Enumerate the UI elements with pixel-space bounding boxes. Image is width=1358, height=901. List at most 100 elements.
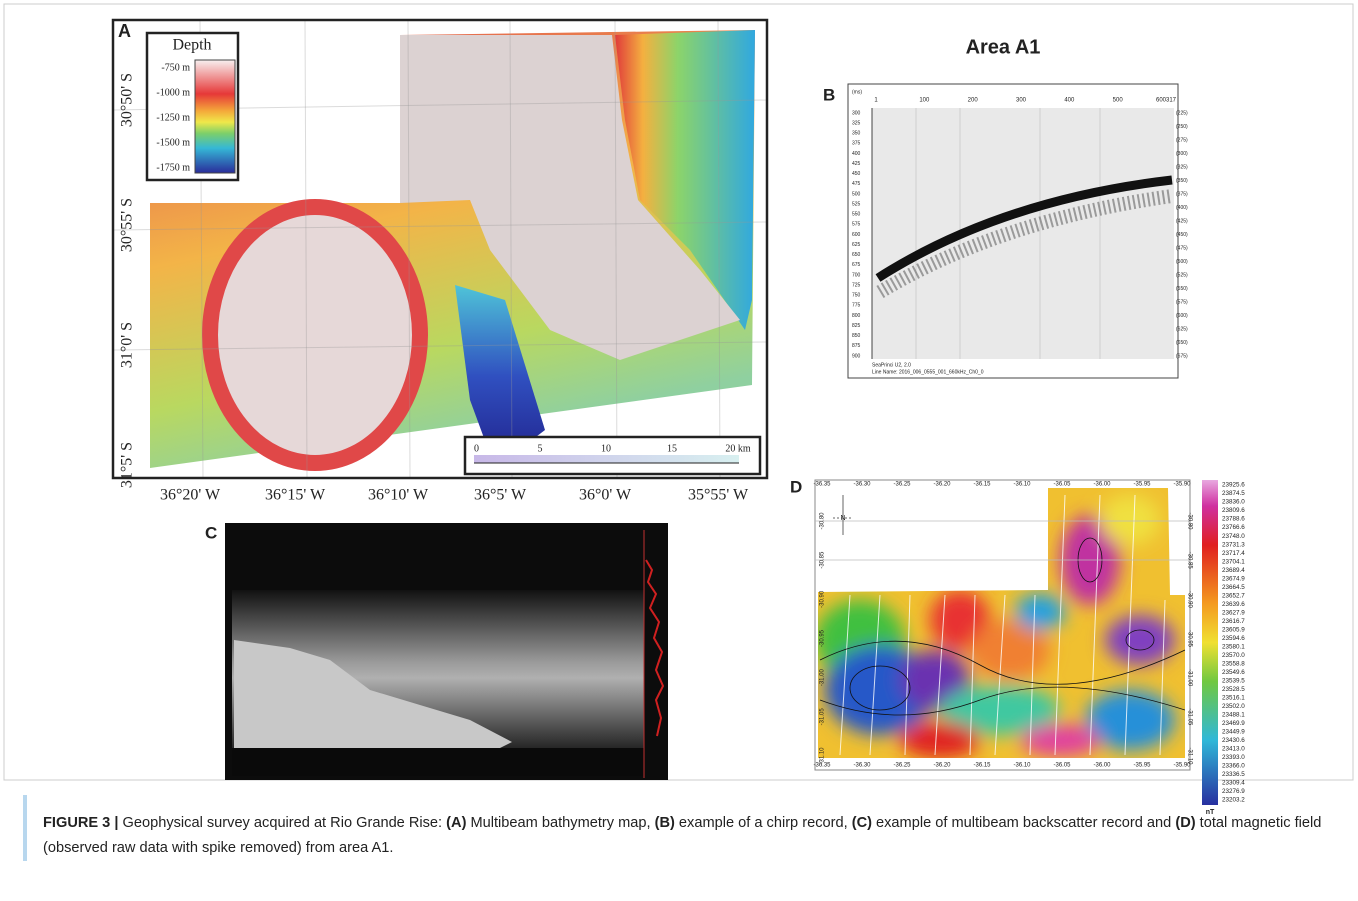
- colorbar-label: 23276.9: [1222, 788, 1245, 795]
- colorbar-label: 23664.5: [1222, 584, 1245, 591]
- legend-label: -1250 m: [156, 112, 190, 123]
- colorbar-label: 23449.9: [1222, 729, 1245, 736]
- left-tick-label: 325: [852, 120, 861, 126]
- caption-text: (D): [1175, 815, 1196, 831]
- footer-text: SeaPrinci U2, 2.0: [872, 362, 911, 368]
- x-tick-label: -35.90: [1173, 763, 1191, 769]
- x-tick-label: -35.90: [1173, 482, 1191, 488]
- x-tick-label: -35.95: [1133, 763, 1151, 769]
- colorbar-label: 23516.1: [1222, 695, 1245, 702]
- caption-bar: [23, 795, 27, 861]
- backscatter-record: [225, 523, 668, 780]
- right-tick-label: (400): [1176, 205, 1188, 211]
- right-tick-label: (575): [1176, 299, 1188, 305]
- x-tick-label: -36.00: [1093, 763, 1111, 769]
- caption-text: Geophysical survey acquired at Rio Grand…: [118, 815, 447, 831]
- colorbar-label: 23528.5: [1222, 686, 1245, 693]
- colorbar-label: 23366.0: [1222, 763, 1245, 770]
- left-tick-label: 625: [852, 242, 861, 248]
- scale-label: 20 km: [725, 443, 751, 454]
- longitude-label: 36°5' W: [474, 487, 527, 504]
- colorbar-label: 23616.7: [1222, 618, 1245, 625]
- x-tick-label: -36.25: [893, 763, 911, 769]
- left-tick-label: 900: [852, 353, 861, 359]
- colorbar-unit: nT: [1206, 809, 1215, 816]
- x-tick-label: -36.15: [973, 763, 991, 769]
- top-tick-label: 100: [919, 98, 930, 104]
- axis-label: (ms): [852, 89, 862, 95]
- top-tick-label: 1: [874, 98, 878, 104]
- colorbar-label: 23488.1: [1222, 712, 1245, 719]
- colorbar-label: 23748.0: [1222, 533, 1245, 540]
- right-tick-label: (475): [1176, 245, 1188, 251]
- left-tick-label: 350: [852, 131, 861, 137]
- top-tick-label: 200: [968, 98, 979, 104]
- colorbar-label: 23704.1: [1222, 558, 1245, 565]
- legend-label: -1000 m: [156, 87, 190, 98]
- legend-label: -1500 m: [156, 137, 190, 148]
- x-tick-label: -36.35: [813, 482, 831, 488]
- colorbar-label: 23309.4: [1222, 780, 1245, 787]
- colorbar-label: 23717.4: [1222, 550, 1245, 557]
- colorbar-label: 23203.2: [1222, 797, 1245, 804]
- x-tick-label: -36.20: [933, 482, 951, 488]
- left-tick-label: 750: [852, 293, 861, 299]
- x-tick-label: -36.10: [1013, 482, 1031, 488]
- y-tick-label: -30.85: [1186, 552, 1192, 570]
- longitude-label: 36°20' W: [160, 487, 221, 504]
- longitude-label: 36°0' W: [579, 487, 632, 504]
- left-tick-label: 525: [852, 201, 861, 207]
- y-tick-label: -30.95: [1186, 630, 1192, 648]
- left-tick-label: 425: [852, 161, 861, 167]
- caption-text: example of a chirp record,: [674, 815, 852, 831]
- caption-text: example of multibeam backscatter record …: [871, 815, 1176, 831]
- legend-label: -1750 m: [156, 162, 190, 173]
- left-tick-label: 775: [852, 303, 861, 309]
- left-tick-label: 500: [852, 191, 861, 197]
- colorbar-label: 23580.1: [1222, 643, 1245, 650]
- longitude-label: 35°55' W: [688, 487, 749, 504]
- panel-label: B: [823, 85, 835, 104]
- footer-text: Line Name: 2016_006_0555_001_660kHz_Ch0_…: [872, 369, 984, 375]
- right-tick-label: (300): [1176, 151, 1188, 157]
- colorbar-label: 23336.5: [1222, 771, 1245, 778]
- y-tick-label: -31.05: [820, 708, 826, 726]
- legend-title: Depth: [172, 37, 211, 54]
- right-tick-label: (250): [1176, 124, 1188, 130]
- right-tick-label: (450): [1176, 232, 1188, 238]
- right-tick-label: (275): [1176, 137, 1188, 143]
- bathymetry-map: [111, 18, 769, 480]
- colorbar-label: 23788.6: [1222, 516, 1245, 523]
- caption-text: (C): [851, 815, 872, 831]
- left-tick-label: 700: [852, 272, 861, 278]
- latitude-label: 30°50' S: [119, 73, 136, 127]
- caption-text: Multibeam bathymetry map,: [466, 815, 655, 831]
- colorbar-label: 23874.5: [1222, 490, 1245, 497]
- colorbar-label: 23413.0: [1222, 746, 1245, 753]
- scale-label: 10: [601, 443, 611, 454]
- y-tick-label: -31.10: [1186, 747, 1192, 765]
- left-tick-label: 850: [852, 333, 861, 339]
- panel-title: Area A1: [966, 36, 1041, 58]
- colorbar-label: 23731.3: [1222, 541, 1245, 548]
- right-tick-label: (650): [1176, 340, 1188, 346]
- colorbar-label: 23766.6: [1222, 524, 1245, 531]
- top-tick-label: 400: [1064, 98, 1075, 104]
- colorbar-label: 23925.6: [1222, 482, 1245, 489]
- colorbar-label: 23639.6: [1222, 601, 1245, 608]
- colorbar-label: 23809.6: [1222, 507, 1245, 514]
- right-tick-label: (225): [1176, 110, 1188, 116]
- left-tick-label: 675: [852, 262, 861, 268]
- x-tick-label: -36.25: [893, 482, 911, 488]
- y-tick-label: -31.05: [1186, 708, 1192, 726]
- colorbar-label: 23627.9: [1222, 609, 1245, 616]
- scale-label: 0: [474, 443, 479, 454]
- x-tick-label: -35.95: [1133, 482, 1151, 488]
- colorbar-label: 23594.6: [1222, 635, 1245, 642]
- right-tick-label: (325): [1176, 164, 1188, 170]
- chirp-record: [847, 83, 1179, 379]
- colorbar-label: 23605.9: [1222, 626, 1245, 633]
- colorbar-label: 23570.0: [1222, 652, 1245, 659]
